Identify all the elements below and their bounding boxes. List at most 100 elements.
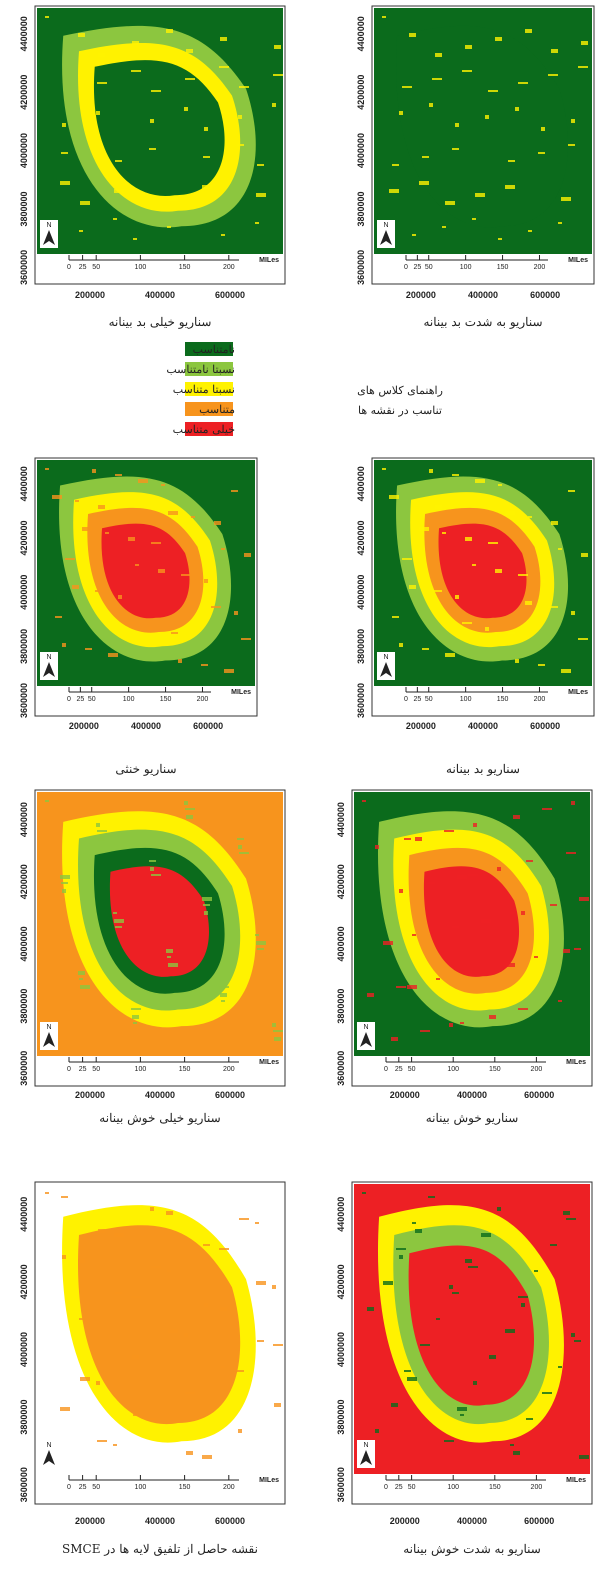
map-speck (133, 1022, 137, 1024)
map-speck (449, 1023, 453, 1027)
map-speck (255, 222, 259, 224)
scale-label: 25 (413, 696, 421, 703)
map-speck (525, 601, 532, 605)
map-speck (55, 616, 62, 618)
map-speck (566, 852, 576, 854)
scale-unit: MILes (259, 257, 279, 264)
map-speck (452, 926, 459, 928)
map-speck (167, 226, 171, 228)
map-speck (98, 1229, 105, 1233)
map-speck (188, 601, 195, 605)
map-speck (239, 852, 249, 854)
map-speck (481, 1233, 491, 1237)
map-speck (472, 218, 476, 220)
map-speck (518, 1008, 528, 1010)
map-speck (518, 574, 528, 576)
y-tick-label: 4400000 (336, 1197, 346, 1232)
map-speck (65, 558, 75, 560)
map-caption: سناریو خنثی (115, 762, 176, 776)
map-speck (528, 516, 532, 518)
scale-label: 50 (425, 264, 433, 271)
scale-unit: MILes (568, 257, 588, 264)
map-speck (526, 1418, 533, 1420)
y-tick-label: 3600000 (19, 683, 29, 718)
map-speck (114, 189, 124, 193)
map-speck (465, 45, 472, 49)
map-speck (204, 1303, 208, 1307)
scale-label: 50 (425, 696, 433, 703)
map-speck (45, 16, 49, 18)
map-speck (219, 1248, 229, 1250)
map-speck (581, 41, 588, 45)
map-speck (525, 29, 532, 33)
scale-label: 200 (531, 1484, 543, 1491)
scale-label: 25 (79, 264, 87, 271)
scale-label: 50 (92, 1066, 100, 1073)
map-speck (96, 111, 100, 115)
map-speck (561, 669, 571, 673)
map-speck (429, 469, 433, 473)
map-speck (231, 490, 238, 492)
x-tick-label: 600000 (215, 1516, 245, 1526)
y-tick-label: 4400000 (19, 1197, 29, 1232)
map-speck (98, 505, 105, 509)
map-speck (505, 963, 515, 967)
scale-label: 0 (384, 1484, 388, 1491)
map-speck (255, 934, 259, 936)
map-speck (581, 553, 588, 557)
y-tick-label: 4000000 (19, 926, 29, 961)
map-speck (574, 948, 581, 950)
map-speck (167, 1270, 171, 1272)
map-speck (571, 119, 575, 123)
map-speck (135, 564, 139, 566)
map-speck (45, 468, 49, 470)
map-speck (578, 66, 588, 68)
map-speck (444, 1440, 454, 1442)
map-speck (498, 484, 502, 486)
map-speck (550, 904, 557, 906)
map-speck (114, 1233, 124, 1237)
north-label: N (363, 1442, 368, 1449)
map-speck (473, 823, 477, 827)
y-tick-label: 3600000 (19, 250, 29, 285)
map-speck (204, 127, 208, 131)
scale-label: 0 (404, 264, 408, 271)
map-speck (131, 1008, 141, 1010)
x-tick-label: 400000 (457, 1090, 487, 1100)
map-speck (541, 127, 545, 131)
map-speck (161, 484, 165, 486)
map-speck (214, 521, 221, 525)
map-speck (515, 659, 519, 663)
map-caption: سناریو خوش بینانه (426, 1111, 519, 1125)
map-speck (399, 889, 403, 893)
map-speck (113, 1444, 117, 1446)
scale-label: 25 (79, 1484, 87, 1491)
north-label: N (46, 222, 51, 229)
scale-label: 150 (179, 264, 191, 271)
map-speck (538, 664, 545, 666)
y-tick-label: 3800000 (356, 629, 366, 664)
y-tick-label: 3800000 (19, 629, 29, 664)
map-speck (392, 616, 399, 618)
map-speck (429, 103, 433, 107)
map-speck (166, 949, 173, 953)
map-region (109, 866, 210, 977)
map-speck (114, 919, 124, 923)
scale-label: 200 (534, 696, 546, 703)
map-speck (128, 537, 135, 541)
map-speck (61, 1196, 68, 1198)
map-speck (234, 611, 238, 615)
map-speck (542, 1392, 552, 1394)
y-tick-label: 4000000 (19, 575, 29, 610)
map-speck (563, 1211, 570, 1215)
map-speck (115, 1292, 122, 1294)
map-speck (138, 479, 148, 483)
map-speck (178, 659, 182, 663)
y-tick-label: 3600000 (336, 1051, 346, 1086)
y-tick-label: 3800000 (336, 989, 346, 1024)
map-speck (60, 875, 70, 879)
map-speck (257, 1340, 264, 1342)
map-speck (131, 1296, 141, 1298)
map-region (423, 866, 520, 977)
map-speck (362, 800, 366, 802)
